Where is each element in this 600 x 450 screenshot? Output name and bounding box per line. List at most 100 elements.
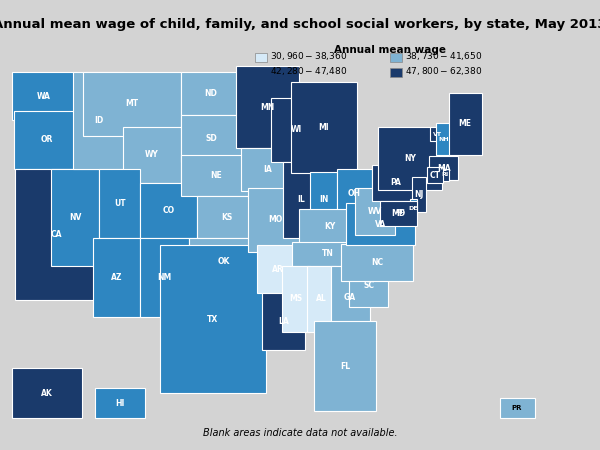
Bar [372,165,419,201]
Bar [13,72,76,120]
FancyBboxPatch shape [390,68,402,77]
Text: VT: VT [433,132,442,137]
FancyBboxPatch shape [390,53,402,62]
Text: MD: MD [391,209,406,218]
Text: $38,730 - $41,650: $38,730 - $41,650 [405,50,482,62]
FancyBboxPatch shape [255,53,267,62]
Bar [349,263,388,307]
Bar [181,72,241,115]
Text: AK: AK [41,388,53,397]
Bar [380,201,417,225]
Bar [262,293,305,350]
Text: TN: TN [322,249,334,258]
Text: LA: LA [278,317,289,326]
Bar [197,197,257,238]
Text: IN: IN [319,195,328,204]
Text: AR: AR [272,265,284,274]
Text: CT: CT [430,171,440,180]
Text: MO: MO [268,216,283,225]
Bar [181,115,242,162]
Text: Blank areas indicate data not available.: Blank areas indicate data not available. [203,428,397,438]
Text: MN: MN [260,103,275,112]
Text: WA: WA [37,92,51,101]
Bar [429,156,458,180]
Bar [14,111,79,169]
Bar [257,245,298,293]
Bar [140,238,189,317]
Text: WI: WI [290,126,302,135]
Text: DE: DE [409,206,418,211]
Text: OH: OH [348,189,361,198]
Bar [292,81,356,173]
Bar [181,155,251,197]
Text: PR: PR [512,405,522,411]
Bar [236,66,299,148]
Text: NY: NY [404,154,416,163]
Text: NH: NH [439,136,449,141]
Text: VA: VA [375,220,386,229]
Bar [73,72,124,169]
Bar [355,188,395,235]
Bar [449,93,482,155]
Text: IA: IA [263,165,272,174]
Bar [248,188,302,252]
Bar [310,171,337,227]
Text: ME: ME [458,119,472,128]
Bar [346,203,415,245]
Bar [271,98,321,162]
Text: CO: CO [163,206,175,215]
Bar [307,266,336,332]
Text: $47,800 - $62,380: $47,800 - $62,380 [405,65,482,77]
Text: MT: MT [125,99,139,108]
Text: ID: ID [94,116,103,125]
Bar [436,123,452,155]
Bar [442,169,449,181]
Bar [15,169,98,300]
Bar [314,321,376,411]
Text: CA: CA [51,230,62,239]
Text: KY: KY [324,222,335,231]
Text: MS: MS [289,294,302,303]
Bar [95,388,145,418]
Bar [500,398,535,418]
Text: UT: UT [114,199,125,208]
Text: OK: OK [218,257,230,266]
Bar [412,177,426,212]
Bar [12,368,82,418]
Text: Annual mean wage: Annual mean wage [334,45,446,55]
Text: MA: MA [437,164,451,173]
Text: DC: DC [395,209,406,214]
Bar [83,72,181,135]
Text: SC: SC [363,281,374,290]
Bar [430,127,445,141]
Text: MI: MI [319,123,329,132]
Text: NM: NM [157,273,172,282]
Bar [241,148,294,191]
Text: $30,960 - $38,360: $30,960 - $38,360 [270,50,347,62]
Text: RI: RI [442,172,449,177]
Bar [427,167,443,183]
Text: NJ: NJ [414,190,424,199]
Text: FL: FL [340,362,350,371]
Text: $42,280 - $47,480: $42,280 - $47,480 [270,65,347,77]
Text: OR: OR [40,135,53,144]
Text: NC: NC [371,258,383,267]
Text: TX: TX [208,315,218,324]
Text: KS: KS [221,213,233,222]
Text: NE: NE [211,171,222,180]
Text: GA: GA [344,293,356,302]
Bar [292,242,363,266]
Text: HI: HI [115,399,125,408]
Bar [93,238,140,317]
Bar [140,183,197,238]
Text: AL: AL [316,294,327,303]
Bar [283,162,319,238]
Text: SD: SD [206,134,218,143]
Bar [50,169,100,266]
Bar [378,127,442,189]
Bar [123,127,181,183]
Text: NV: NV [69,213,81,222]
Text: PA: PA [390,178,401,187]
Bar [400,210,401,213]
Bar [100,169,140,238]
